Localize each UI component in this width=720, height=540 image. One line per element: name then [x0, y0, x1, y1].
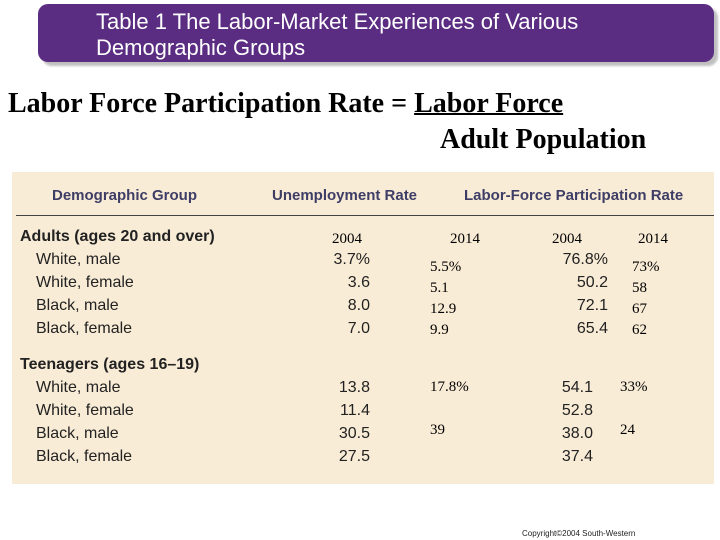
- formula-lhs: Labor Force Participation Rate =: [8, 88, 415, 119]
- teen-p2014-black-annotation: 24: [620, 422, 635, 438]
- header-unemployment-rate: Unemployment Rate: [272, 187, 418, 204]
- teen-u2014-white-annotation: 17.8%: [430, 379, 469, 395]
- title-banner: Table 1 The Labor-Market Experiences of …: [8, 4, 714, 62]
- teen-row-p2004: 52.8: [561, 402, 593, 419]
- adult-row-u2004: 3.6: [347, 274, 370, 291]
- adult-p2014-annotation: 73%: [632, 259, 660, 275]
- formula-numerator: Labor Force: [414, 88, 564, 119]
- table-panel: [12, 172, 714, 484]
- adult-p2014-annotation: 58: [632, 280, 647, 296]
- year-label-participation-2004: 2004: [552, 231, 582, 247]
- teen-row-p2004: 38.0: [561, 425, 593, 442]
- adult-row-p2004: 65.4: [576, 320, 608, 337]
- adult-row-name: Black, male: [36, 297, 119, 314]
- header-demographic-group: Demographic Group: [52, 187, 198, 204]
- year-label-participation-2014: 2014: [638, 231, 668, 247]
- teen-row-name: Black, male: [36, 425, 119, 442]
- adults-group-label: Adults (ages 20 and over): [20, 228, 215, 245]
- adult-row-name: Black, female: [36, 320, 133, 337]
- adult-u2014-annotation: 9.9: [430, 322, 449, 338]
- teen-row-u2004: 11.4: [340, 402, 370, 419]
- teen-u2014-black-annotation: 39: [430, 422, 445, 438]
- adult-row-u2004: 7.0: [347, 320, 370, 337]
- adult-row-u2004: 8.0: [347, 297, 370, 314]
- teen-row-u2004: 13.8: [338, 379, 370, 396]
- adult-row-name: White, male: [36, 251, 121, 268]
- adult-p2014-annotation: 67: [632, 301, 647, 317]
- year-label-unemployment-2004: 2004: [332, 231, 362, 247]
- teen-row-name: Black, female: [36, 448, 133, 465]
- formula-denominator: Adult Population: [440, 124, 647, 155]
- adult-row-p2004: 50.2: [576, 274, 608, 291]
- teen-p2014-white-annotation: 33%: [620, 379, 648, 395]
- adult-u2014-annotation: 5.5%: [430, 259, 462, 275]
- teen-row-name: White, male: [36, 379, 121, 396]
- adult-u2014-annotation: 12.9: [430, 301, 457, 317]
- header-divider: [16, 215, 714, 216]
- teen-row-p2004: 37.4: [561, 448, 593, 465]
- header-participation-rate: Labor-Force Participation Rate: [464, 187, 684, 204]
- adult-row-u2004: 3.7%: [333, 251, 370, 268]
- adult-u2014-annotation: 5.1: [430, 280, 449, 296]
- teen-row-name: White, female: [36, 402, 134, 419]
- title-line-2: Demographic Groups: [96, 35, 306, 60]
- adult-p2014-annotation: 62: [632, 322, 647, 338]
- adult-row-p2004: 72.1: [576, 297, 608, 314]
- title-line-1: Table 1 The Labor-Market Experiences of …: [96, 9, 579, 34]
- teen-row-p2004: 54.1: [561, 379, 593, 396]
- year-label-unemployment-2014: 2014: [450, 231, 480, 247]
- teens-group-label: Teenagers (ages 16–19): [20, 356, 200, 373]
- formula-line: Labor Force Participation Rate = Labor F…: [8, 88, 563, 120]
- teen-row-u2004: 30.5: [338, 425, 370, 442]
- teen-row-u2004: 27.5: [338, 448, 370, 465]
- adult-row-name: White, female: [36, 274, 134, 291]
- copyright-notice: Copyright©2004 South-Western: [522, 529, 636, 538]
- adult-row-p2004: 76.8%: [562, 251, 608, 268]
